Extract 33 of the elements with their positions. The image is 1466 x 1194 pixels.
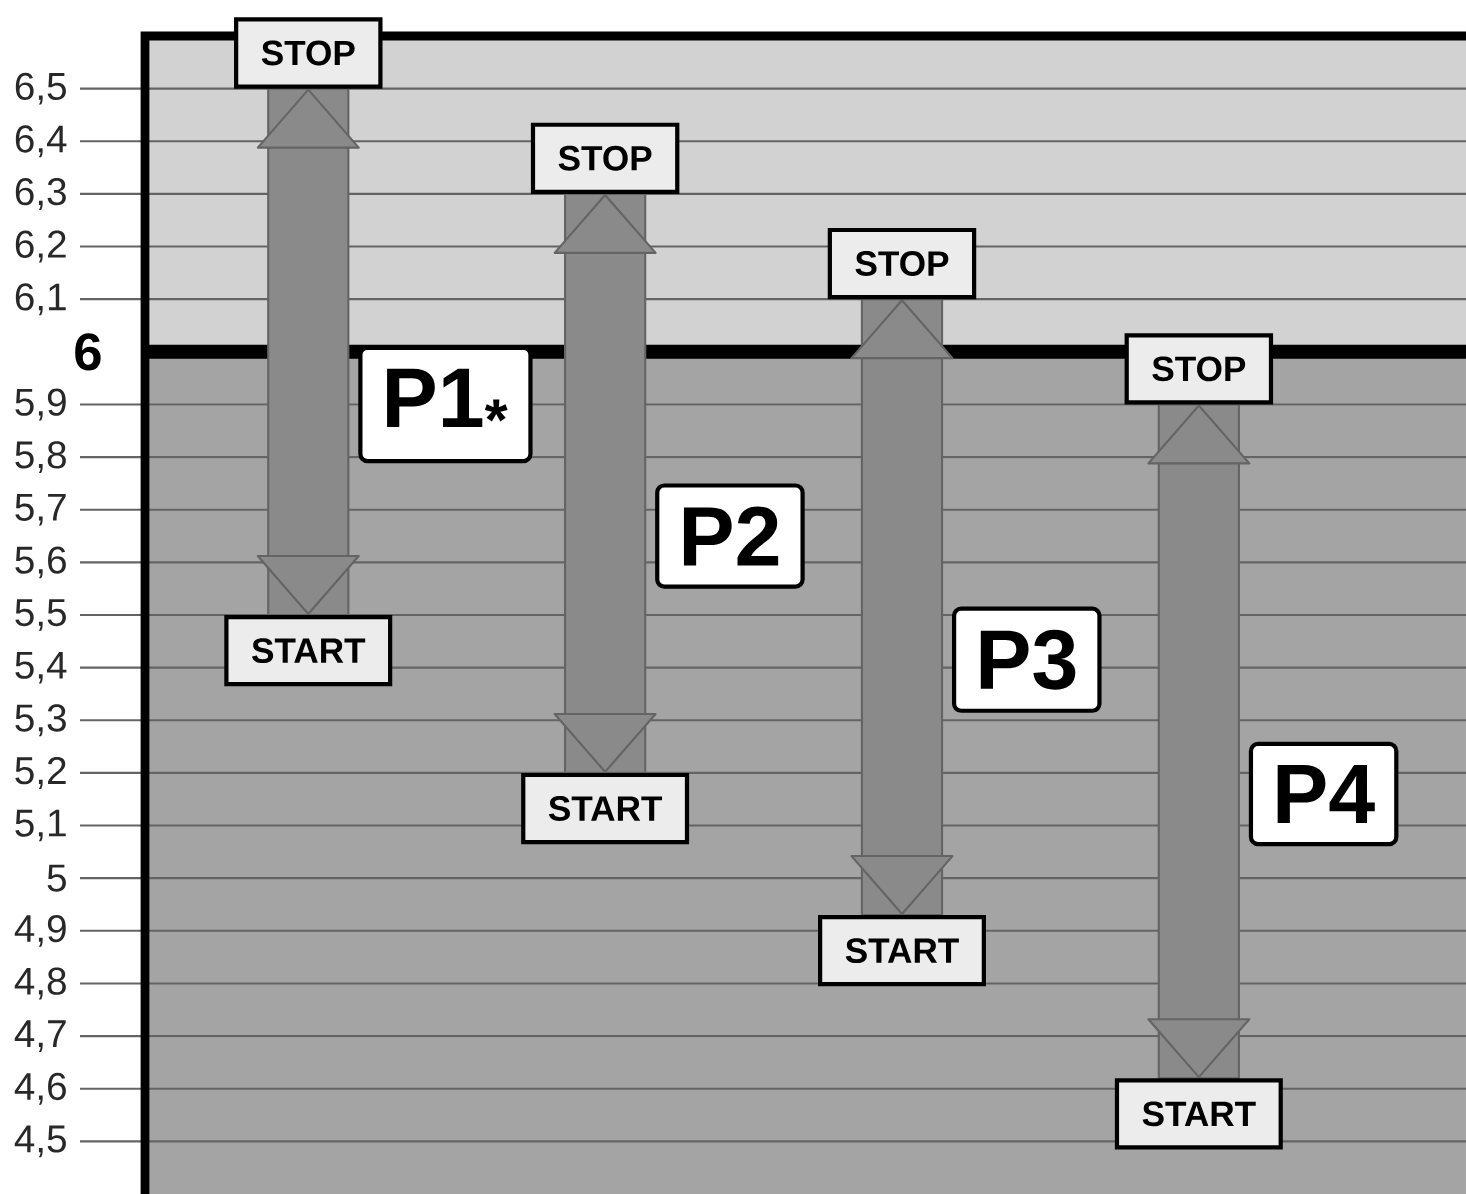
y-tick-label: 5,5 xyxy=(15,599,66,631)
y-tick-label: 4,6 xyxy=(14,1072,66,1105)
annotation: START xyxy=(845,938,959,964)
y-tick-label: 4,7 xyxy=(14,1020,66,1052)
y-tick-label: 5,7 xyxy=(15,493,66,526)
y-tick-label: 5,4 xyxy=(15,651,67,684)
y-tick-label: 6,3 xyxy=(15,177,66,210)
x-tick-label: P1$_{*}$ xyxy=(387,368,508,427)
annotation: STOP xyxy=(1152,356,1246,382)
y-tick-label: 4,8 xyxy=(14,967,66,1000)
y-tick-label: 6,2 xyxy=(15,230,66,263)
y-tick-label: 5,2 xyxy=(15,756,66,789)
x-tick-label: P4 xyxy=(1277,764,1375,823)
x-tick-label: P3 xyxy=(980,629,1076,690)
y-tick-label: 6,1 xyxy=(15,283,66,316)
y-tick-label: 5,1 xyxy=(15,809,66,842)
ref-line-label: 6 xyxy=(75,333,101,371)
annotation: START xyxy=(548,796,663,821)
annotation: STOP xyxy=(558,145,652,171)
y-tick-label: 5,8 xyxy=(15,441,66,474)
x-tick-label: P2 xyxy=(683,506,779,566)
y-tick-label: 4,9 xyxy=(14,914,66,947)
annotation: STOP xyxy=(855,251,949,276)
y-tick-label: 6,5 xyxy=(15,72,66,105)
annotation: START xyxy=(1142,1101,1256,1127)
y-tick-label: 5 xyxy=(47,864,66,892)
y-tick-label: 5,9 xyxy=(15,388,66,421)
annotation: STOP xyxy=(261,40,355,66)
y-tick-label: 6,4 xyxy=(15,125,67,158)
y-tick-label: 5,6 xyxy=(15,546,66,579)
y-tick-label: 5,3 xyxy=(15,704,66,737)
annotation: START xyxy=(252,638,366,664)
y-tick-label: 4,5 xyxy=(14,1125,66,1158)
